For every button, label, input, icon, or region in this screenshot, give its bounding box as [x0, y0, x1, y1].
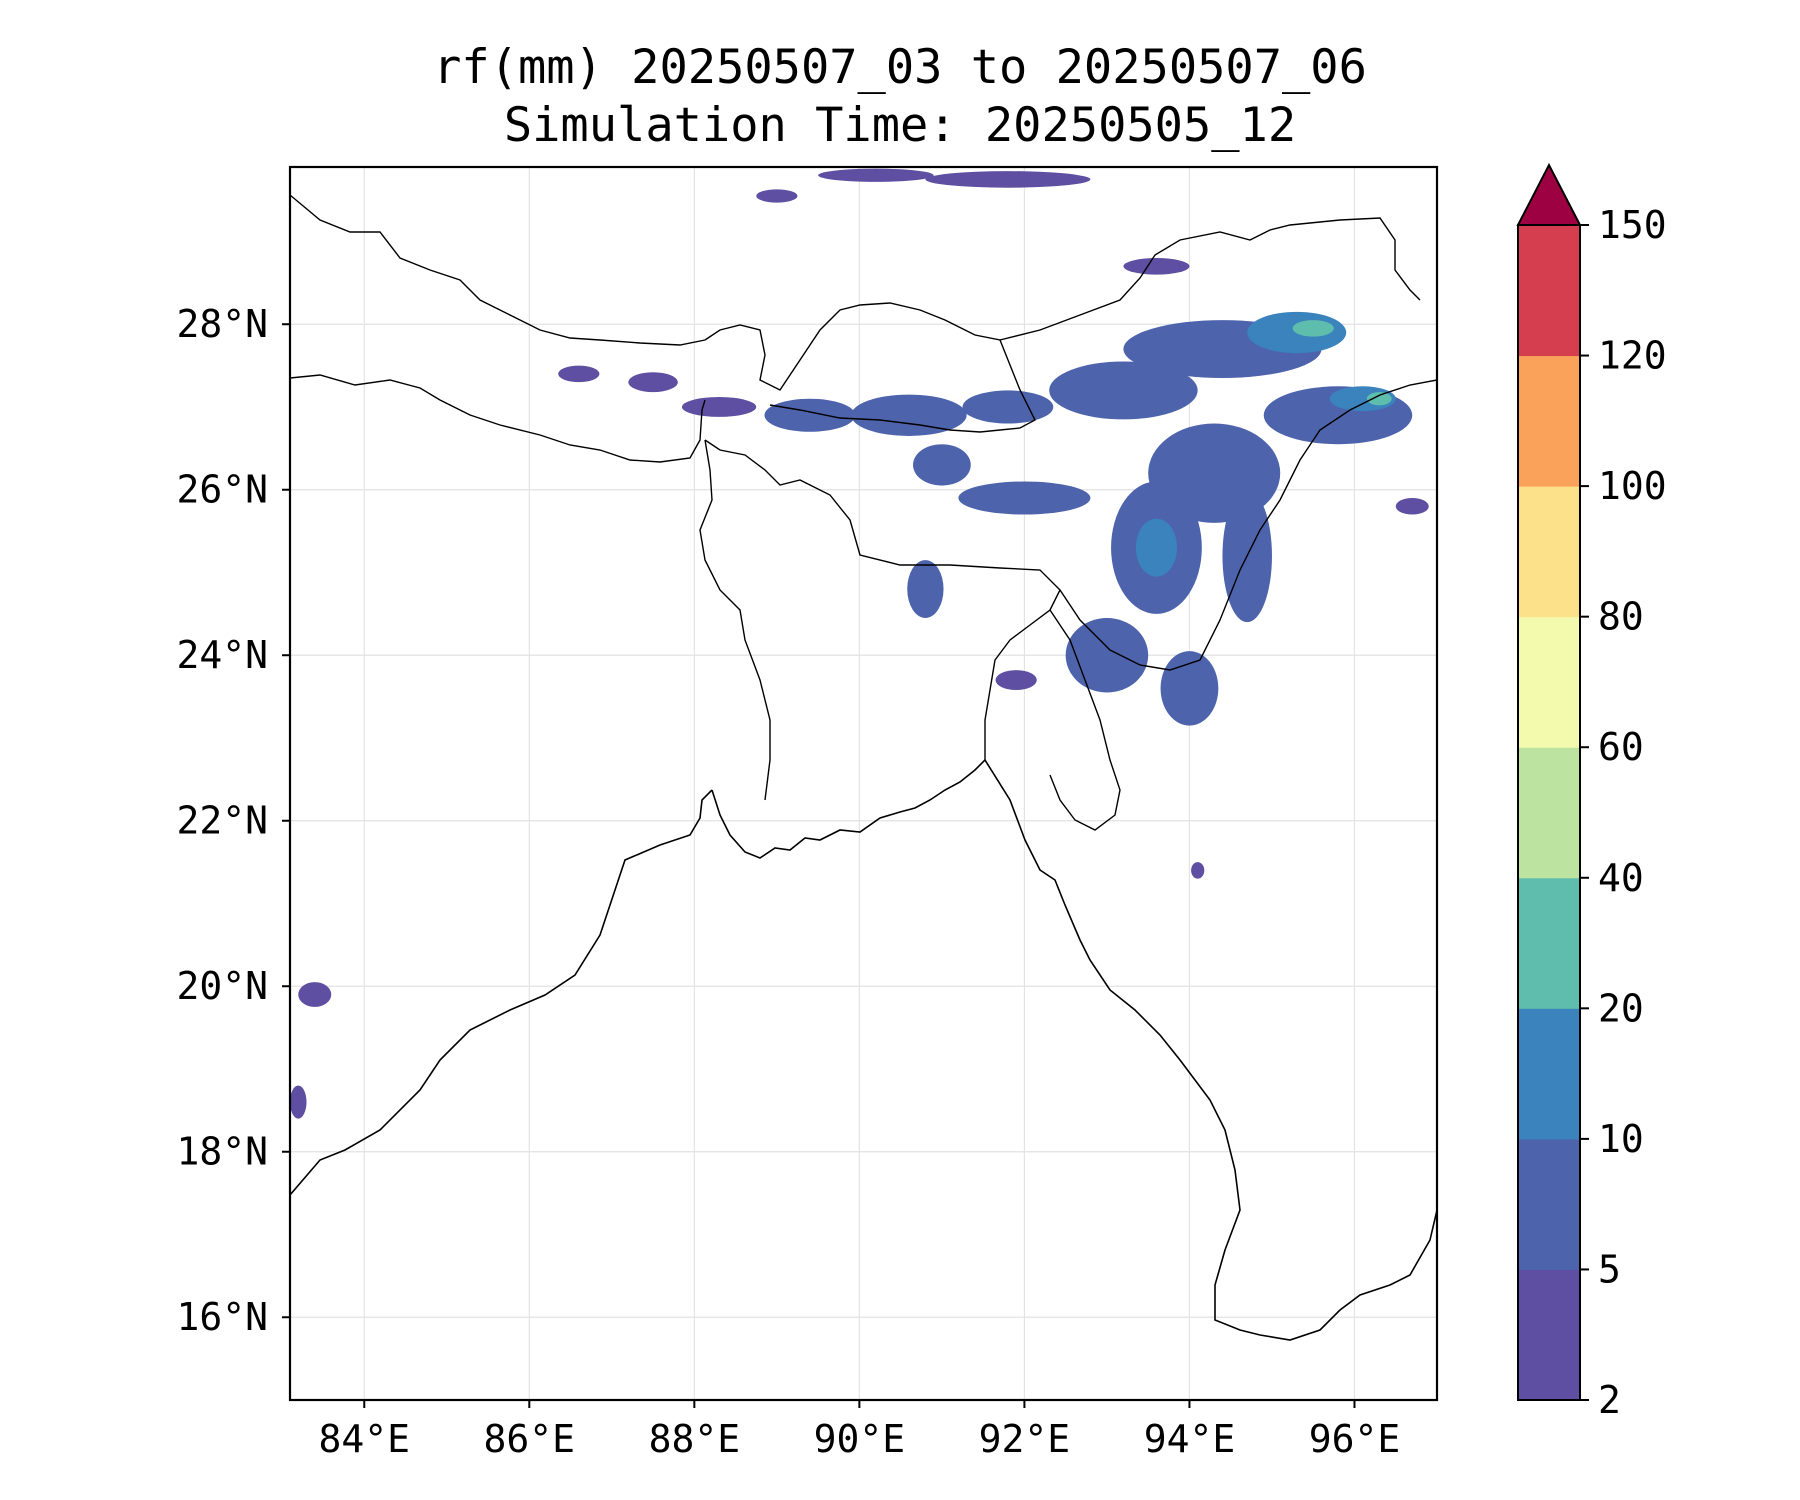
rain-cell-19 [907, 560, 944, 618]
rain-cell-27 [298, 982, 332, 1007]
colorbar-label-4: 40 [1598, 856, 1644, 900]
chart-subtitle: Simulation Time: 20250505_12 [503, 98, 1297, 153]
lon-tick-label-5: 94°E [1144, 1417, 1236, 1461]
border-west-bengal [699, 439, 771, 801]
colorbar: 2 5 10 20 40 60 80 100 120 150 [1516, 162, 1667, 1422]
rain-cell-23 [818, 168, 934, 182]
rain-cell-6 [1049, 361, 1198, 420]
colorbar-label-8: 120 [1598, 334, 1667, 378]
longitude-axis: 84°E 86°E 88°E 90°E 92°E 94°E 96°E [319, 1400, 1401, 1461]
colorbar-label-1: 5 [1598, 1247, 1621, 1291]
coastline-myanmar [984, 759, 1437, 1341]
colorbar-segment-6 [1518, 486, 1580, 618]
colorbar-extend-arrow [1516, 162, 1582, 226]
colorbar-label-7: 100 [1598, 464, 1667, 508]
colorbar-label-6: 80 [1598, 595, 1644, 639]
lat-tick-label-3: 22°N [176, 799, 268, 843]
lat-tick-label-5: 26°N [176, 468, 268, 512]
colorbar-frame [1517, 224, 1581, 1401]
rain-cell-29 [1191, 862, 1205, 879]
lon-tick-label-3: 90°E [814, 1417, 906, 1461]
lat-tick-label-2: 20°N [176, 964, 268, 1008]
rain-cell-15 [1135, 518, 1178, 577]
colorbar-segment-5 [1518, 616, 1580, 748]
rain-cell-20 [1065, 617, 1149, 693]
colorbar-label-5: 60 [1598, 725, 1644, 769]
lon-tick-label-0: 84°E [319, 1417, 411, 1461]
rain-cell-12 [1366, 392, 1392, 406]
rain-cell-26 [1123, 258, 1190, 275]
lon-tick-label-2: 88°E [649, 1417, 741, 1461]
rain-cell-2 [681, 397, 757, 417]
rain-cell-28 [290, 1085, 307, 1119]
coastline-bangladesh [711, 759, 986, 859]
rain-cell-21 [1160, 651, 1219, 726]
rain-cell-4 [851, 394, 967, 436]
rain-cell-0 [558, 365, 600, 383]
border-india-bangladesh [704, 439, 1061, 760]
coastline-india-east [290, 789, 713, 1196]
rain-cell-25 [756, 189, 798, 203]
rain-cell-17 [958, 481, 1091, 515]
lat-tick-label-4: 24°N [176, 633, 268, 677]
colorbar-segment-0 [1518, 1269, 1580, 1401]
rain-cell-5 [962, 390, 1054, 424]
border-arunachal [999, 217, 1421, 341]
colorbar-label-3: 20 [1598, 986, 1644, 1030]
border-bhutan-sikkim [704, 302, 1036, 433]
lon-tick-label-6: 96°E [1309, 1417, 1401, 1461]
coastline-layer [290, 194, 1437, 1341]
lon-tick-label-1: 86°E [484, 1417, 576, 1461]
rain-cell-3 [764, 398, 856, 432]
chart-title: rf(mm) 20250507_03 to 20250507_06 [433, 40, 1367, 95]
rain-cell-22 [995, 670, 1037, 690]
colorbar-label-2: 10 [1598, 1117, 1644, 1161]
lon-tick-label-4: 92°E [979, 1417, 1071, 1461]
lat-tick-label-6: 28°N [176, 302, 268, 346]
colorbar-segment-8 [1518, 225, 1580, 357]
border-nepal-north [290, 194, 706, 346]
rain-cell-1 [628, 372, 678, 393]
latitude-axis: 16°N 18°N 20°N 22°N 24°N 26°N 28°N [176, 302, 290, 1339]
border-myanmar-india [1059, 379, 1437, 671]
rain-cell-24 [925, 171, 1091, 188]
colorbar-segment-1 [1518, 1138, 1580, 1270]
colorbar-segment-4 [1518, 747, 1580, 879]
rain-cell-9 [1292, 320, 1334, 337]
border-mizoram [1049, 609, 1121, 831]
rain-cell-30 [1395, 498, 1429, 515]
colorbar-label-0: 2 [1598, 1378, 1621, 1422]
map-frame [288, 165, 1439, 1402]
lat-tick-label-0: 16°N [176, 1295, 268, 1339]
border-nepal-south [290, 374, 706, 463]
colorbar-segment-7 [1518, 355, 1580, 487]
rain-cell-18 [913, 444, 971, 486]
lat-tick-label-1: 18°N [176, 1130, 268, 1174]
colorbar-segment-2 [1518, 1008, 1580, 1140]
colorbar-segment-3 [1518, 877, 1580, 1009]
colorbar-label-9: 150 [1598, 203, 1667, 247]
